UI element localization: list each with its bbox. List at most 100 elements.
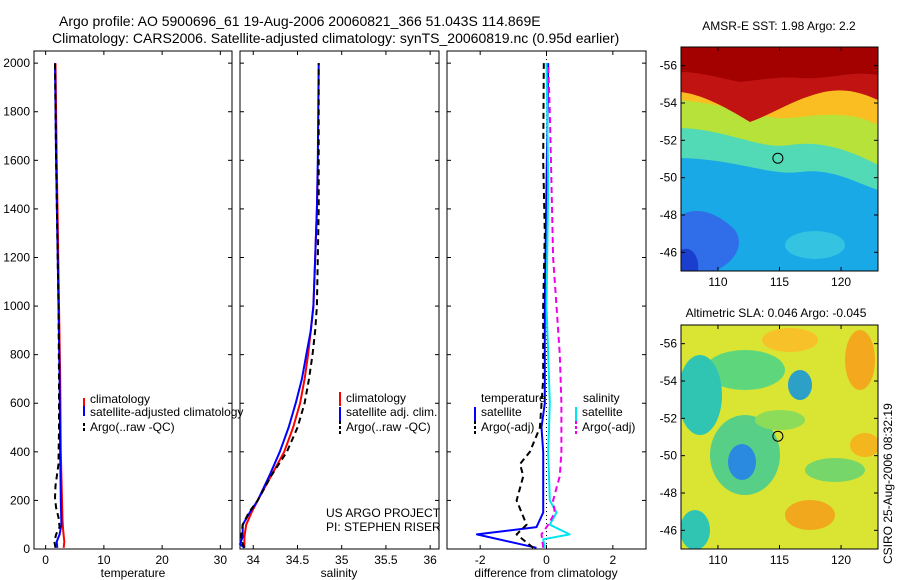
y-tick-label: -56 (660, 59, 678, 73)
x-tick-label: 110 (708, 553, 727, 567)
y-tick-label: 600 (10, 396, 30, 410)
salinity-profile-axes: 34 34.5 35 35.5 36 salinity (239, 50, 440, 580)
x-tick-label: 35 (335, 553, 349, 567)
timestamp-stamp: CSIRO 25-Aug-2006 08:32:19 (881, 403, 895, 564)
series-line-salinity-satellite (542, 63, 571, 548)
x-tick-label: 36 (423, 553, 437, 567)
sst-map (681, 47, 878, 271)
pi-annotation: PI: STEPHEN RISER (326, 520, 441, 534)
sla-low-region (681, 355, 722, 435)
sla-map (681, 325, 878, 549)
y-tick-label: -50 (660, 171, 678, 185)
legend-label-satellite-adj: satellite adj. clim. (346, 405, 437, 419)
x-tick-label: 2 (609, 553, 616, 567)
y-tick-label: 1200 (3, 250, 30, 264)
x-tick-label: -2 (475, 553, 486, 567)
y-tick-label: -46 (660, 245, 678, 259)
sla-low-region (681, 510, 710, 549)
sst-eddy (785, 231, 845, 259)
legend-label-climatology: climatology (346, 391, 406, 405)
y-tick-label: 1800 (3, 105, 30, 119)
axes-frame (33, 50, 233, 550)
legend-label-temp-argo: Argo(-adj) (481, 420, 534, 434)
sla-low-region (805, 458, 865, 482)
legend-label-argo: Argo(..raw -QC) (346, 420, 431, 434)
series-line-temperature-satellite (475, 63, 550, 549)
difference-legend: temperature salinity satellite satellite… (474, 391, 635, 434)
sla-low-region (755, 410, 805, 430)
legend-label-satellite-adjusted: satellite-adjusted climatology (90, 405, 243, 419)
temperature-profile-axes: 0 10 20 30 0 200 400 600 800 1000 1200 1400 1600 1800… (3, 50, 233, 580)
y-tick-label: 200 (10, 493, 30, 507)
sla-map-title: Altimetric SLA: 0.046 Argo: -0.045 (686, 306, 867, 320)
y-tick-label: 0 (23, 542, 30, 556)
argo-location-marker (772, 152, 784, 164)
salinity-legend: climatology satellite adj. clim. Argo(..… (326, 391, 441, 534)
y-tick-label: -54 (660, 374, 678, 388)
x-axis-label: temperature (101, 566, 166, 580)
y-tick-label: -50 (660, 449, 678, 463)
axes-frame (239, 50, 440, 550)
x-tick-label: 34 (247, 553, 261, 567)
y-tick-label: 800 (10, 348, 30, 362)
x-axis-label: difference from climatology (474, 566, 617, 580)
x-tick-label: 120 (831, 275, 851, 289)
y-tick-label: -46 (660, 523, 678, 537)
sla-high-region (762, 328, 818, 352)
x-tick-label: 35.5 (374, 553, 398, 567)
x-tick-label: 115 (770, 553, 789, 567)
legend-heading-temperature: temperature (481, 391, 546, 405)
y-tick-label: 1400 (3, 202, 30, 216)
x-tick-label: 110 (708, 275, 727, 289)
sla-trough (728, 444, 756, 480)
sla-map-axes: 110 115 120 -46 -48 -50 -52 -54 -56 (660, 324, 879, 567)
project-annotation: US ARGO PROJECT (326, 506, 441, 520)
y-tick-label: 1000 (3, 299, 30, 313)
figure-title-line1: Argo profile: AO 5900696_61 19-Aug-2006 … (59, 13, 541, 29)
legend-heading-salinity: salinity (583, 391, 620, 405)
sst-coldest-patch (681, 248, 699, 271)
y-tick-label: -56 (660, 337, 678, 351)
x-tick-label: 10 (97, 553, 111, 567)
sla-high-region (850, 433, 878, 457)
x-tick-label: 120 (831, 553, 851, 567)
x-tick-label: 20 (155, 553, 169, 567)
x-tick-label: 30 (214, 553, 228, 567)
x-tick-label: 0 (42, 553, 49, 567)
sst-hottest-zone (681, 47, 878, 82)
series-line-salinity-argo-adj (540, 63, 563, 548)
y-tick-label: 400 (10, 445, 30, 459)
legend-label-argo: Argo(..raw -QC) (90, 420, 175, 434)
x-tick-label: 0 (543, 553, 550, 567)
sst-map-title: AMSR-E SST: 1.98 Argo: 2.2 (702, 19, 856, 33)
series-line-satellite-adj-clim (239, 63, 320, 549)
y-tick-label: -48 (660, 208, 678, 222)
y-tick-label: 2000 (3, 56, 30, 70)
legend-label-climatology: climatology (90, 392, 150, 406)
series-line-argo-raw-qc (53, 63, 61, 548)
argo-location-marker (772, 430, 784, 442)
series-line-temperature-argo-adj (515, 63, 546, 549)
x-tick-label: 115 (770, 275, 789, 289)
x-tick-label: 34.5 (286, 553, 310, 567)
figure-title-line2: Climatology: CARS2006. Satellite-adjuste… (52, 30, 619, 46)
legend-label-temp-satellite: satellite (481, 405, 522, 419)
sla-high-region (785, 500, 835, 530)
x-axis-label: salinity (321, 566, 358, 580)
series-line-climatology (243, 169, 319, 548)
y-tick-label: -54 (660, 96, 678, 110)
sla-low-region (705, 350, 785, 390)
y-tick-label: 1600 (3, 153, 30, 167)
y-tick-label: -52 (660, 411, 678, 425)
y-tick-label: -48 (660, 486, 678, 500)
legend-label-sal-satellite: satellite (582, 405, 623, 419)
series-line-argo-raw-qc (239, 63, 320, 549)
sla-trough (788, 370, 812, 400)
sst-map-axes: 110 115 120 -46 -48 -50 -52 -54 -56 (660, 46, 879, 289)
legend-label-sal-argo: Argo(-adj) (582, 420, 635, 434)
y-tick-label: -52 (660, 133, 678, 147)
sla-high-region (845, 330, 875, 390)
temperature-legend: climatology satellite-adjusted climatolo… (83, 392, 243, 434)
